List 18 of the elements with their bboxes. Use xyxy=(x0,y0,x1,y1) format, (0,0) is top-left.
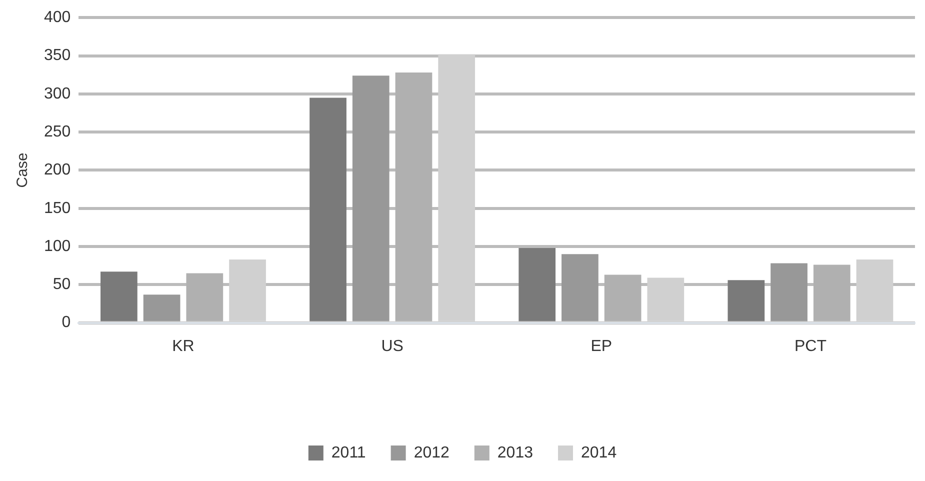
x-tick-label: EP xyxy=(590,338,612,355)
legend-label: 2013 xyxy=(497,444,534,462)
y-tick-label: 200 xyxy=(44,162,71,179)
legend-label: 2014 xyxy=(581,444,617,462)
x-tick-label: US xyxy=(381,338,404,355)
y-tick-label: 400 xyxy=(44,9,71,26)
x-tick-label: KR xyxy=(172,338,194,355)
y-tick-label: 150 xyxy=(44,200,71,217)
x-tick-label: PCT xyxy=(794,338,827,355)
y-tick-label: 100 xyxy=(44,238,71,255)
legend-label: 2011 xyxy=(331,444,366,462)
y-tick-label: 250 xyxy=(44,123,71,140)
y-tick-label: 0 xyxy=(62,314,71,332)
y-tick-label: 50 xyxy=(52,276,71,294)
y-tick-label: 300 xyxy=(44,85,71,102)
legend-label: 2012 xyxy=(414,444,450,462)
y-axis-title: Case xyxy=(14,152,32,188)
y-tick-label: 350 xyxy=(44,47,71,64)
